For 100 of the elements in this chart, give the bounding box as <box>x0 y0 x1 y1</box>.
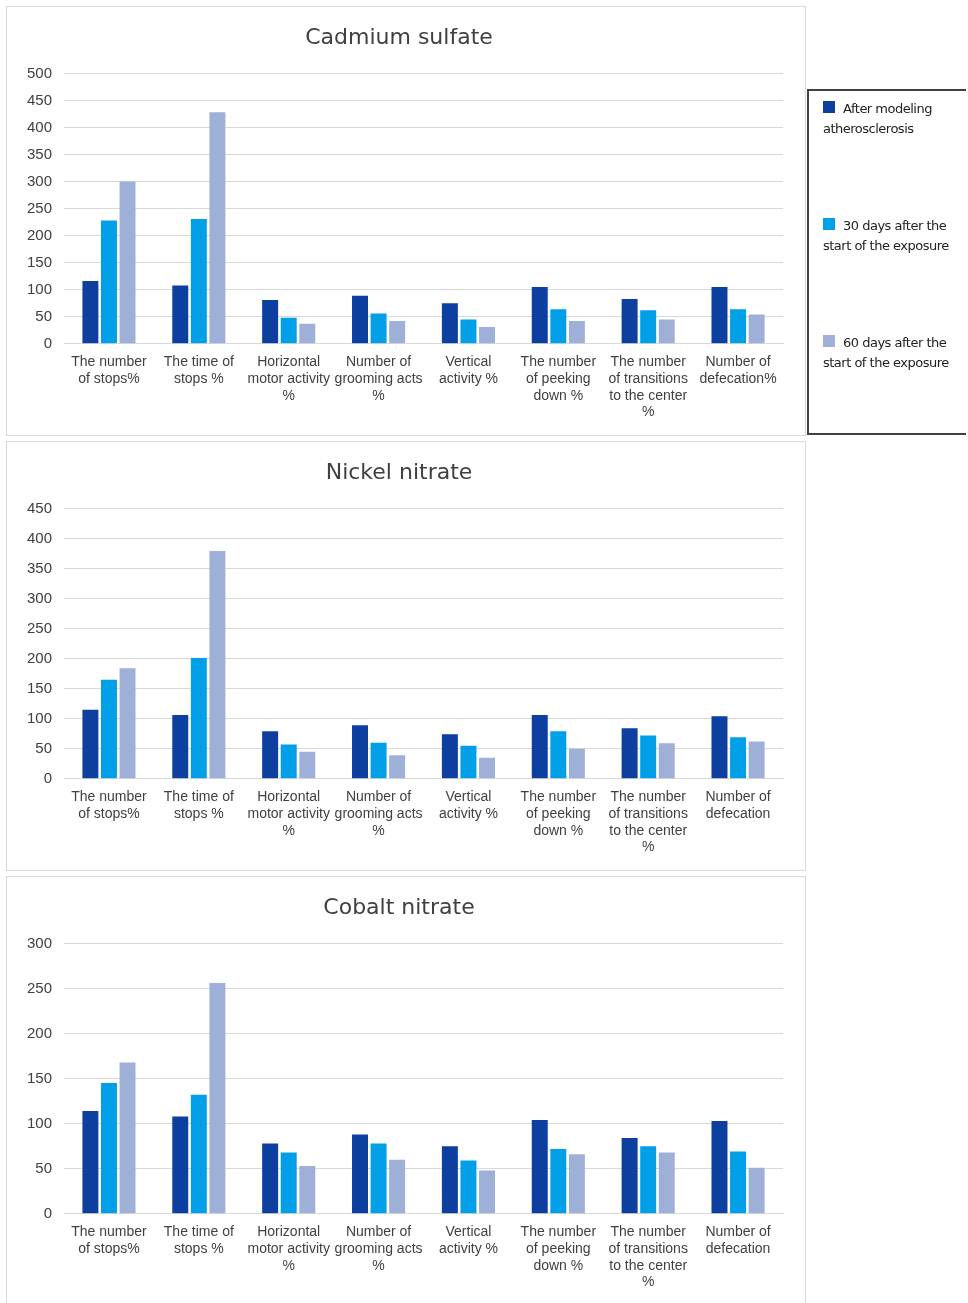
bar <box>352 1134 368 1214</box>
bar <box>658 1152 675 1214</box>
bar <box>299 1166 316 1214</box>
y-tick-label: 0 <box>43 1203 53 1221</box>
x-tick-label: Number of defecation <box>705 788 771 821</box>
x-tick-label: Horizontal motor activity % <box>247 788 330 838</box>
x-tick-label: The number of peeking down % <box>520 1223 597 1273</box>
bar <box>209 551 226 779</box>
y-tick-label: 350 <box>27 558 53 576</box>
legend-label: After modeling atherosclerosis <box>823 100 933 138</box>
y-tick-label: 50 <box>35 1158 53 1176</box>
bar <box>711 1120 728 1214</box>
bar <box>460 1160 477 1214</box>
bar <box>730 737 747 779</box>
bar <box>531 1120 548 1214</box>
x-tick-label: Vertical activity % <box>438 1223 499 1256</box>
y-tick-label: 100 <box>27 1113 53 1131</box>
y-tick-label: 150 <box>27 252 53 270</box>
x-tick-label: The number of transitions to the center % <box>608 1223 688 1290</box>
bar <box>190 658 207 779</box>
bar <box>531 287 548 344</box>
bar <box>119 668 136 779</box>
bar <box>479 757 496 779</box>
bar <box>621 1138 638 1214</box>
bar <box>640 735 657 779</box>
bar <box>748 314 765 344</box>
bar <box>172 1116 189 1214</box>
bar <box>389 1159 406 1214</box>
y-tick-label: 50 <box>35 738 53 756</box>
bar <box>389 755 406 779</box>
bar <box>640 1146 657 1214</box>
chart-title: Cobalt nitrate <box>323 893 475 919</box>
bar <box>550 309 567 344</box>
chart-title: Nickel nitrate <box>325 458 473 484</box>
y-tick-label: 450 <box>27 498 53 516</box>
bar <box>621 728 638 779</box>
bar <box>748 741 765 779</box>
x-tick-label: The time of stops % <box>163 788 234 821</box>
y-tick-label: 300 <box>27 933 53 951</box>
bar <box>531 715 548 779</box>
bar <box>262 1143 279 1214</box>
bar <box>352 725 368 779</box>
bar <box>82 1111 99 1214</box>
bar <box>299 323 316 344</box>
bar <box>280 317 297 344</box>
y-tick-label: 300 <box>27 588 53 606</box>
bar <box>82 709 99 779</box>
y-tick-label: 300 <box>27 171 53 189</box>
x-tick-label: The number of stops% <box>71 1223 148 1256</box>
x-tick-label: Number of grooming acts % <box>334 353 423 403</box>
y-tick-label: 400 <box>27 528 53 546</box>
bar <box>100 1083 117 1214</box>
x-tick-label: The number of stops% <box>71 353 148 386</box>
bar <box>479 1170 496 1214</box>
y-tick-label: 250 <box>27 198 53 216</box>
bar <box>280 1152 297 1214</box>
bar <box>658 319 675 344</box>
bar <box>209 983 226 1214</box>
bar <box>568 748 585 779</box>
bar <box>352 295 368 344</box>
bar <box>262 731 279 779</box>
bar <box>389 321 406 344</box>
bar <box>172 285 189 344</box>
bar <box>550 1148 567 1214</box>
bar <box>460 745 477 779</box>
y-tick-label: 0 <box>43 768 53 786</box>
x-tick-label: Vertical activity % <box>438 353 499 386</box>
x-tick-label: The time of stops % <box>163 1223 234 1256</box>
bar <box>568 1154 585 1214</box>
bar <box>209 112 226 344</box>
bar <box>550 731 567 779</box>
x-tick-label: Number of defecation% <box>699 353 777 386</box>
y-tick-label: 500 <box>27 63 53 81</box>
bar <box>100 220 117 344</box>
legend-label: 60 days after the start of the exposure <box>823 334 950 372</box>
bar <box>82 281 99 344</box>
bar <box>119 1062 136 1214</box>
x-tick-label: Number of grooming acts % <box>334 788 423 838</box>
y-tick-label: 400 <box>27 117 53 135</box>
x-tick-label: Number of defecation <box>705 1223 771 1256</box>
bar <box>190 218 207 344</box>
bar <box>441 1146 458 1214</box>
bar <box>441 303 458 344</box>
bar <box>172 715 189 779</box>
y-tick-label: 50 <box>35 306 53 324</box>
y-tick-label: 350 <box>27 144 53 162</box>
x-tick-label: The time of stops % <box>163 353 234 386</box>
bar <box>621 298 638 344</box>
y-tick-label: 200 <box>27 1023 53 1041</box>
x-tick-label: The number of peeking down % <box>520 788 597 838</box>
bar <box>119 181 136 344</box>
x-tick-label: The number of transitions to the center % <box>608 353 688 420</box>
y-tick-label: 450 <box>27 90 53 108</box>
y-tick-label: 150 <box>27 678 53 696</box>
x-tick-label: The number of peeking down % <box>520 353 597 403</box>
chart-title: Cadmium sulfate <box>305 23 493 49</box>
x-tick-label: Vertical activity % <box>438 788 499 821</box>
bar <box>441 734 458 779</box>
bar <box>568 321 585 344</box>
bar <box>479 327 496 344</box>
